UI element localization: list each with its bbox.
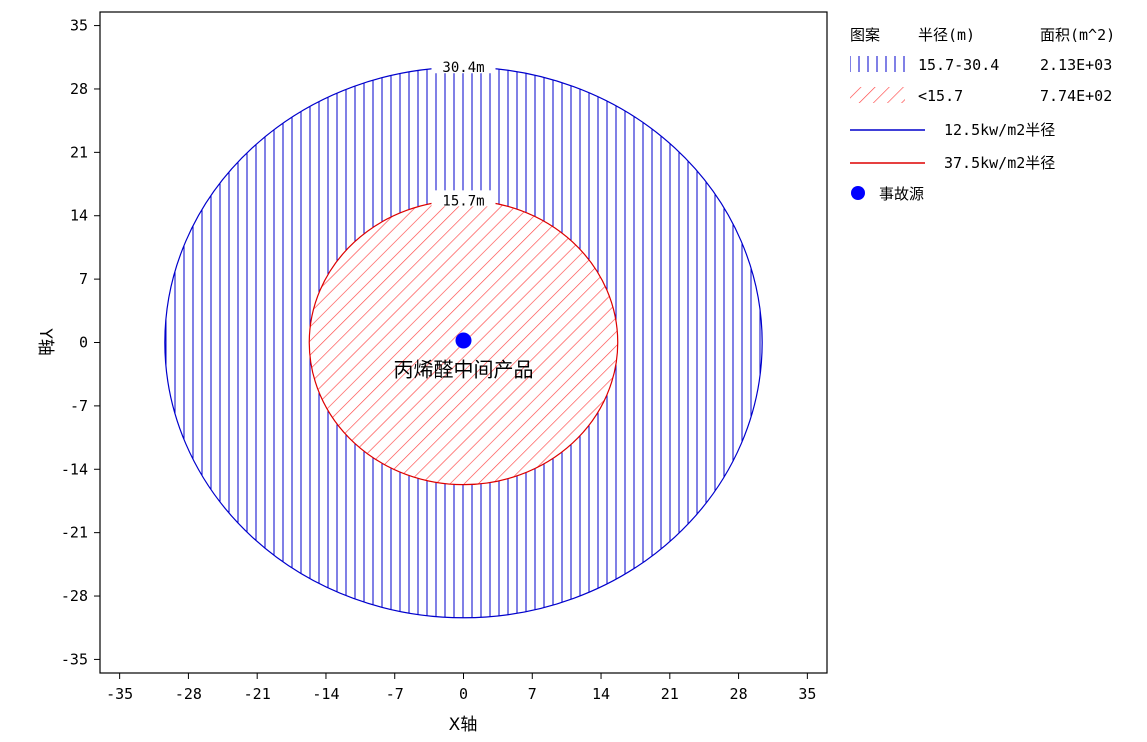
legend-header-radius: 半径(m) — [918, 26, 975, 44]
y-tick-label: 0 — [79, 334, 88, 352]
y-tick-label: -7 — [70, 397, 88, 415]
legend-area-outer: 2.13E+03 — [1040, 56, 1112, 74]
legend-range-outer: 15.7-30.4 — [918, 56, 999, 74]
legend-swatch-inner-zone — [850, 87, 905, 103]
y-tick-label: 21 — [70, 143, 88, 161]
x-tick-label: -7 — [386, 685, 404, 703]
ring-radius-label: 15.7m — [442, 193, 484, 209]
legend-source-marker — [851, 186, 865, 200]
legend-source-label: 事故源 — [879, 185, 924, 203]
x-tick-label: -35 — [106, 685, 133, 703]
x-axis-title: X轴 — [449, 715, 478, 735]
x-tick-label: 35 — [798, 685, 816, 703]
y-axis-title: Y轴 — [35, 327, 55, 355]
x-tick-label: 14 — [592, 685, 610, 703]
y-tick-label: 7 — [79, 270, 88, 288]
legend-line-red-label: 37.5kw/m2半径 — [944, 154, 1055, 172]
y-tick-label: -35 — [61, 650, 88, 668]
x-tick-label: 28 — [730, 685, 748, 703]
legend: 图案 半径(m) 面积(m^2) 15.7-30.4 2.13E+03 <15.… — [850, 26, 1115, 203]
y-tick-label: 28 — [70, 80, 88, 98]
y-axis: -35 -28 -21 -14 -7 0 7 14 21 28 35 — [61, 17, 100, 668]
legend-swatch-outer-zone — [850, 56, 905, 72]
y-tick-label: 35 — [70, 17, 88, 35]
ring-radius-label: 30.4m — [442, 60, 484, 76]
legend-range-inner: <15.7 — [918, 87, 963, 105]
y-tick-label: 14 — [70, 207, 88, 225]
x-tick-label: -21 — [244, 685, 271, 703]
y-tick-label: -14 — [61, 460, 88, 478]
y-tick-label: -21 — [61, 524, 88, 542]
legend-area-inner: 7.74E+02 — [1040, 87, 1112, 105]
accident-source-label: 丙烯醛中间产品 — [394, 358, 534, 382]
legend-header-pattern: 图案 — [850, 26, 880, 44]
x-tick-label: 21 — [661, 685, 679, 703]
legend-line-blue-label: 12.5kw/m2半径 — [944, 121, 1055, 139]
ring-label-bg-0 — [431, 57, 496, 74]
ring-label-bg-1 — [431, 190, 496, 207]
ring-labels: 30.4m 15.7m — [431, 57, 496, 209]
y-tick-label: -28 — [61, 587, 88, 605]
x-axis: -35 -28 -21 -14 -7 0 7 14 21 28 35 — [106, 673, 816, 703]
accident-source-marker — [455, 332, 472, 349]
legend-header-area: 面积(m^2) — [1040, 26, 1115, 44]
x-tick-label: 0 — [459, 685, 468, 703]
x-tick-label: 7 — [528, 685, 537, 703]
x-tick-label: -14 — [312, 685, 339, 703]
x-tick-label: -28 — [175, 685, 202, 703]
